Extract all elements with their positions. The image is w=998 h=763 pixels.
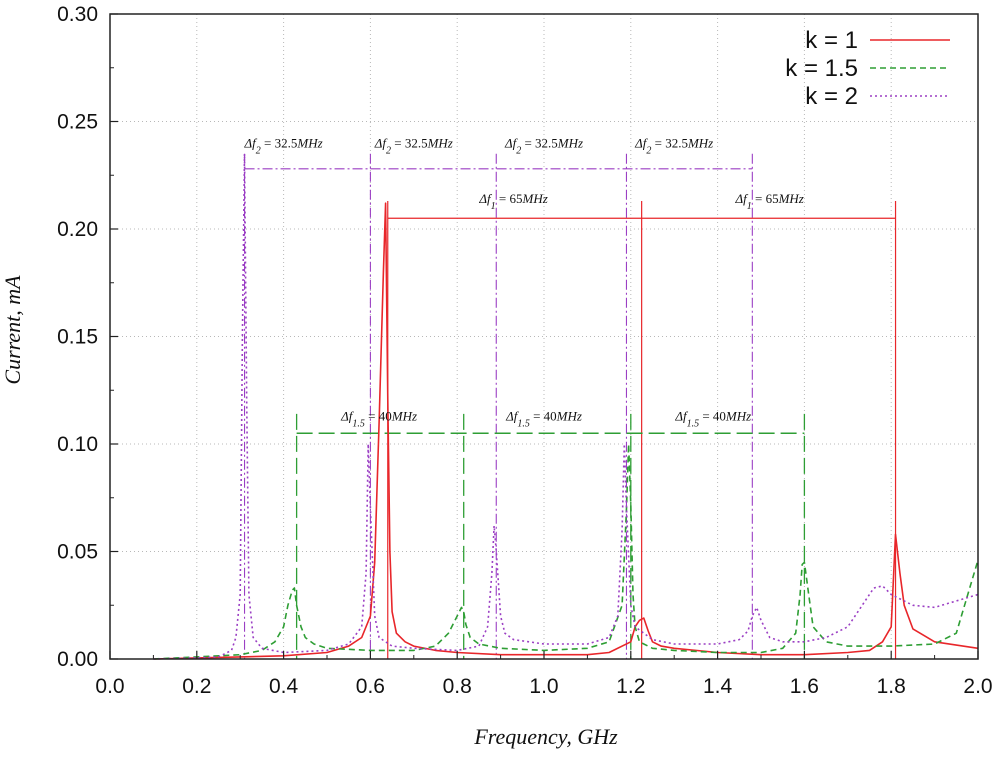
- annotation-k1-label: Δf1 = 65MHz: [478, 191, 547, 212]
- x-tick-label: 1.6: [790, 675, 819, 698]
- series-group: [153, 153, 979, 660]
- series-line-2: [153, 443, 979, 660]
- annotation-k2-label: Δf2 = 32.5MHz: [374, 135, 453, 156]
- legend-label-3: k = 2: [805, 83, 858, 110]
- x-tick-label: 1.2: [616, 675, 645, 698]
- grid-lines: [110, 14, 978, 659]
- annotation-labels: Δf2 = 32.5MHz Δf2 = 32.5MHz Δf2 = 32.5MHz Δ…: [244, 135, 804, 429]
- legend: k = 1k = 1.5k = 2: [785, 27, 950, 110]
- y-tick-label: 0.25: [57, 111, 98, 134]
- x-tick-label: 0.8: [443, 675, 472, 698]
- annotation-k2-label: Δf2 = 32.5MHz: [244, 135, 323, 156]
- y-tick-label: 0.15: [57, 326, 98, 349]
- x-tick-label: 0.6: [356, 675, 385, 698]
- annotation-k15-label: Δf1.5 = 40MHz: [340, 408, 417, 429]
- x-tick-label: 2.0: [963, 675, 992, 698]
- series-line-1: [153, 202, 979, 660]
- y-axis-title: Current, mA: [0, 275, 25, 385]
- legend-label-2: k = 1.5: [785, 55, 858, 82]
- x-tick-label: 0.0: [95, 675, 124, 698]
- x-axis-title: Frequency, GHz: [473, 724, 618, 749]
- annotation-k2-label: Δf2 = 32.5MHz: [634, 135, 713, 156]
- y-tick-label: 0.10: [57, 433, 98, 456]
- plot-frame: [109, 13, 979, 660]
- annotation-k15-label: Δf1.5 = 40MHz: [505, 408, 582, 429]
- x-tick-label: 1.8: [877, 675, 906, 698]
- legend-label-1: k = 1: [805, 27, 858, 54]
- series-line-3: [153, 153, 979, 660]
- y-tick-label: 0.00: [57, 648, 98, 671]
- y-tick-label: 0.30: [57, 3, 98, 26]
- x-tick-label: 0.2: [182, 675, 211, 698]
- annotation-k15-label: Δf1.5 = 40MHz: [674, 408, 751, 429]
- annotation-lines: [243, 153, 897, 659]
- axes: [109, 13, 979, 660]
- y-tick-label: 0.05: [57, 541, 98, 564]
- annotation-k2-label: Δf2 = 32.5MHz: [504, 135, 583, 156]
- annotation-k1-label: Δf1 = 65MHz: [734, 191, 803, 212]
- y-tick-label: 0.20: [57, 218, 98, 241]
- tick-labels: 0.0 0.2 0.4 0.6 0.8 1.0 1.2 1.4 1.6 1.8 2.0 0.00 0.0…: [57, 3, 992, 698]
- x-tick-label: 1.0: [529, 675, 558, 698]
- x-tick-label: 1.4: [703, 675, 733, 698]
- x-tick-label: 0.4: [269, 675, 299, 698]
